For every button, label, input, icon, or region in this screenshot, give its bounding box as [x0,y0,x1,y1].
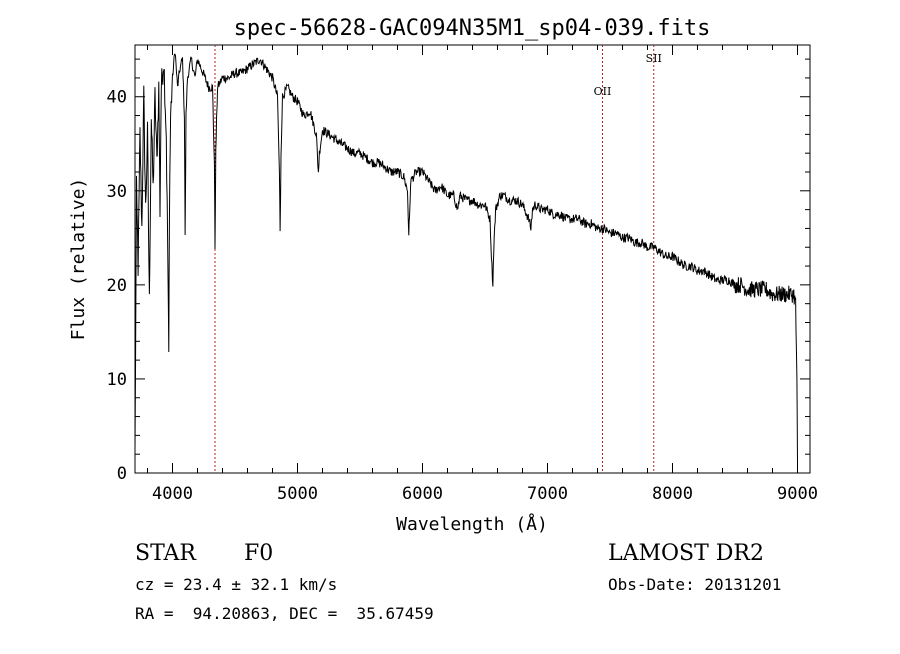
x-tick-label: 4000 [152,484,193,504]
class-label: STAR [135,541,197,566]
y-tick-label: 40 [107,88,127,108]
coordinates-label: RA = 94.20863, DEC = 35.67459 [135,604,434,623]
x-tick-label: 5000 [277,484,318,504]
x-tick-label: 6000 [402,484,443,504]
emission-line-markers: OII SII [214,45,662,473]
y-tick-label: 30 [107,182,127,202]
spectrum-line [134,53,798,464]
survey-label: LAMOST DR2 [608,541,764,566]
axis-ticks: 4000 5000 6000 7000 8000 9000 0 10 20 30 40 [107,45,818,504]
line-marker-label: OII [594,85,612,98]
y-tick-label: 10 [107,370,127,390]
x-tick-label: 8000 [652,484,693,504]
y-tick-label: 20 [107,276,127,296]
obs-date-label: Obs-Date: 20131201 [608,575,781,594]
x-tick-label: 9000 [777,484,818,504]
line-marker-label: SII [646,52,662,65]
x-tick-label: 7000 [527,484,568,504]
y-tick-label: 0 [117,464,127,484]
x-axis-label: Wavelength (Å) [396,513,548,535]
chart-title: spec-56628-GAC094N35M1_sp04-039.fits [234,16,711,41]
subclass-label: F0 [244,541,273,566]
redshift-label: cz = 23.4 ± 32.1 km/s [135,575,337,594]
y-axis-label: Flux (relative) [68,178,89,341]
plot-frame [134,44,811,474]
